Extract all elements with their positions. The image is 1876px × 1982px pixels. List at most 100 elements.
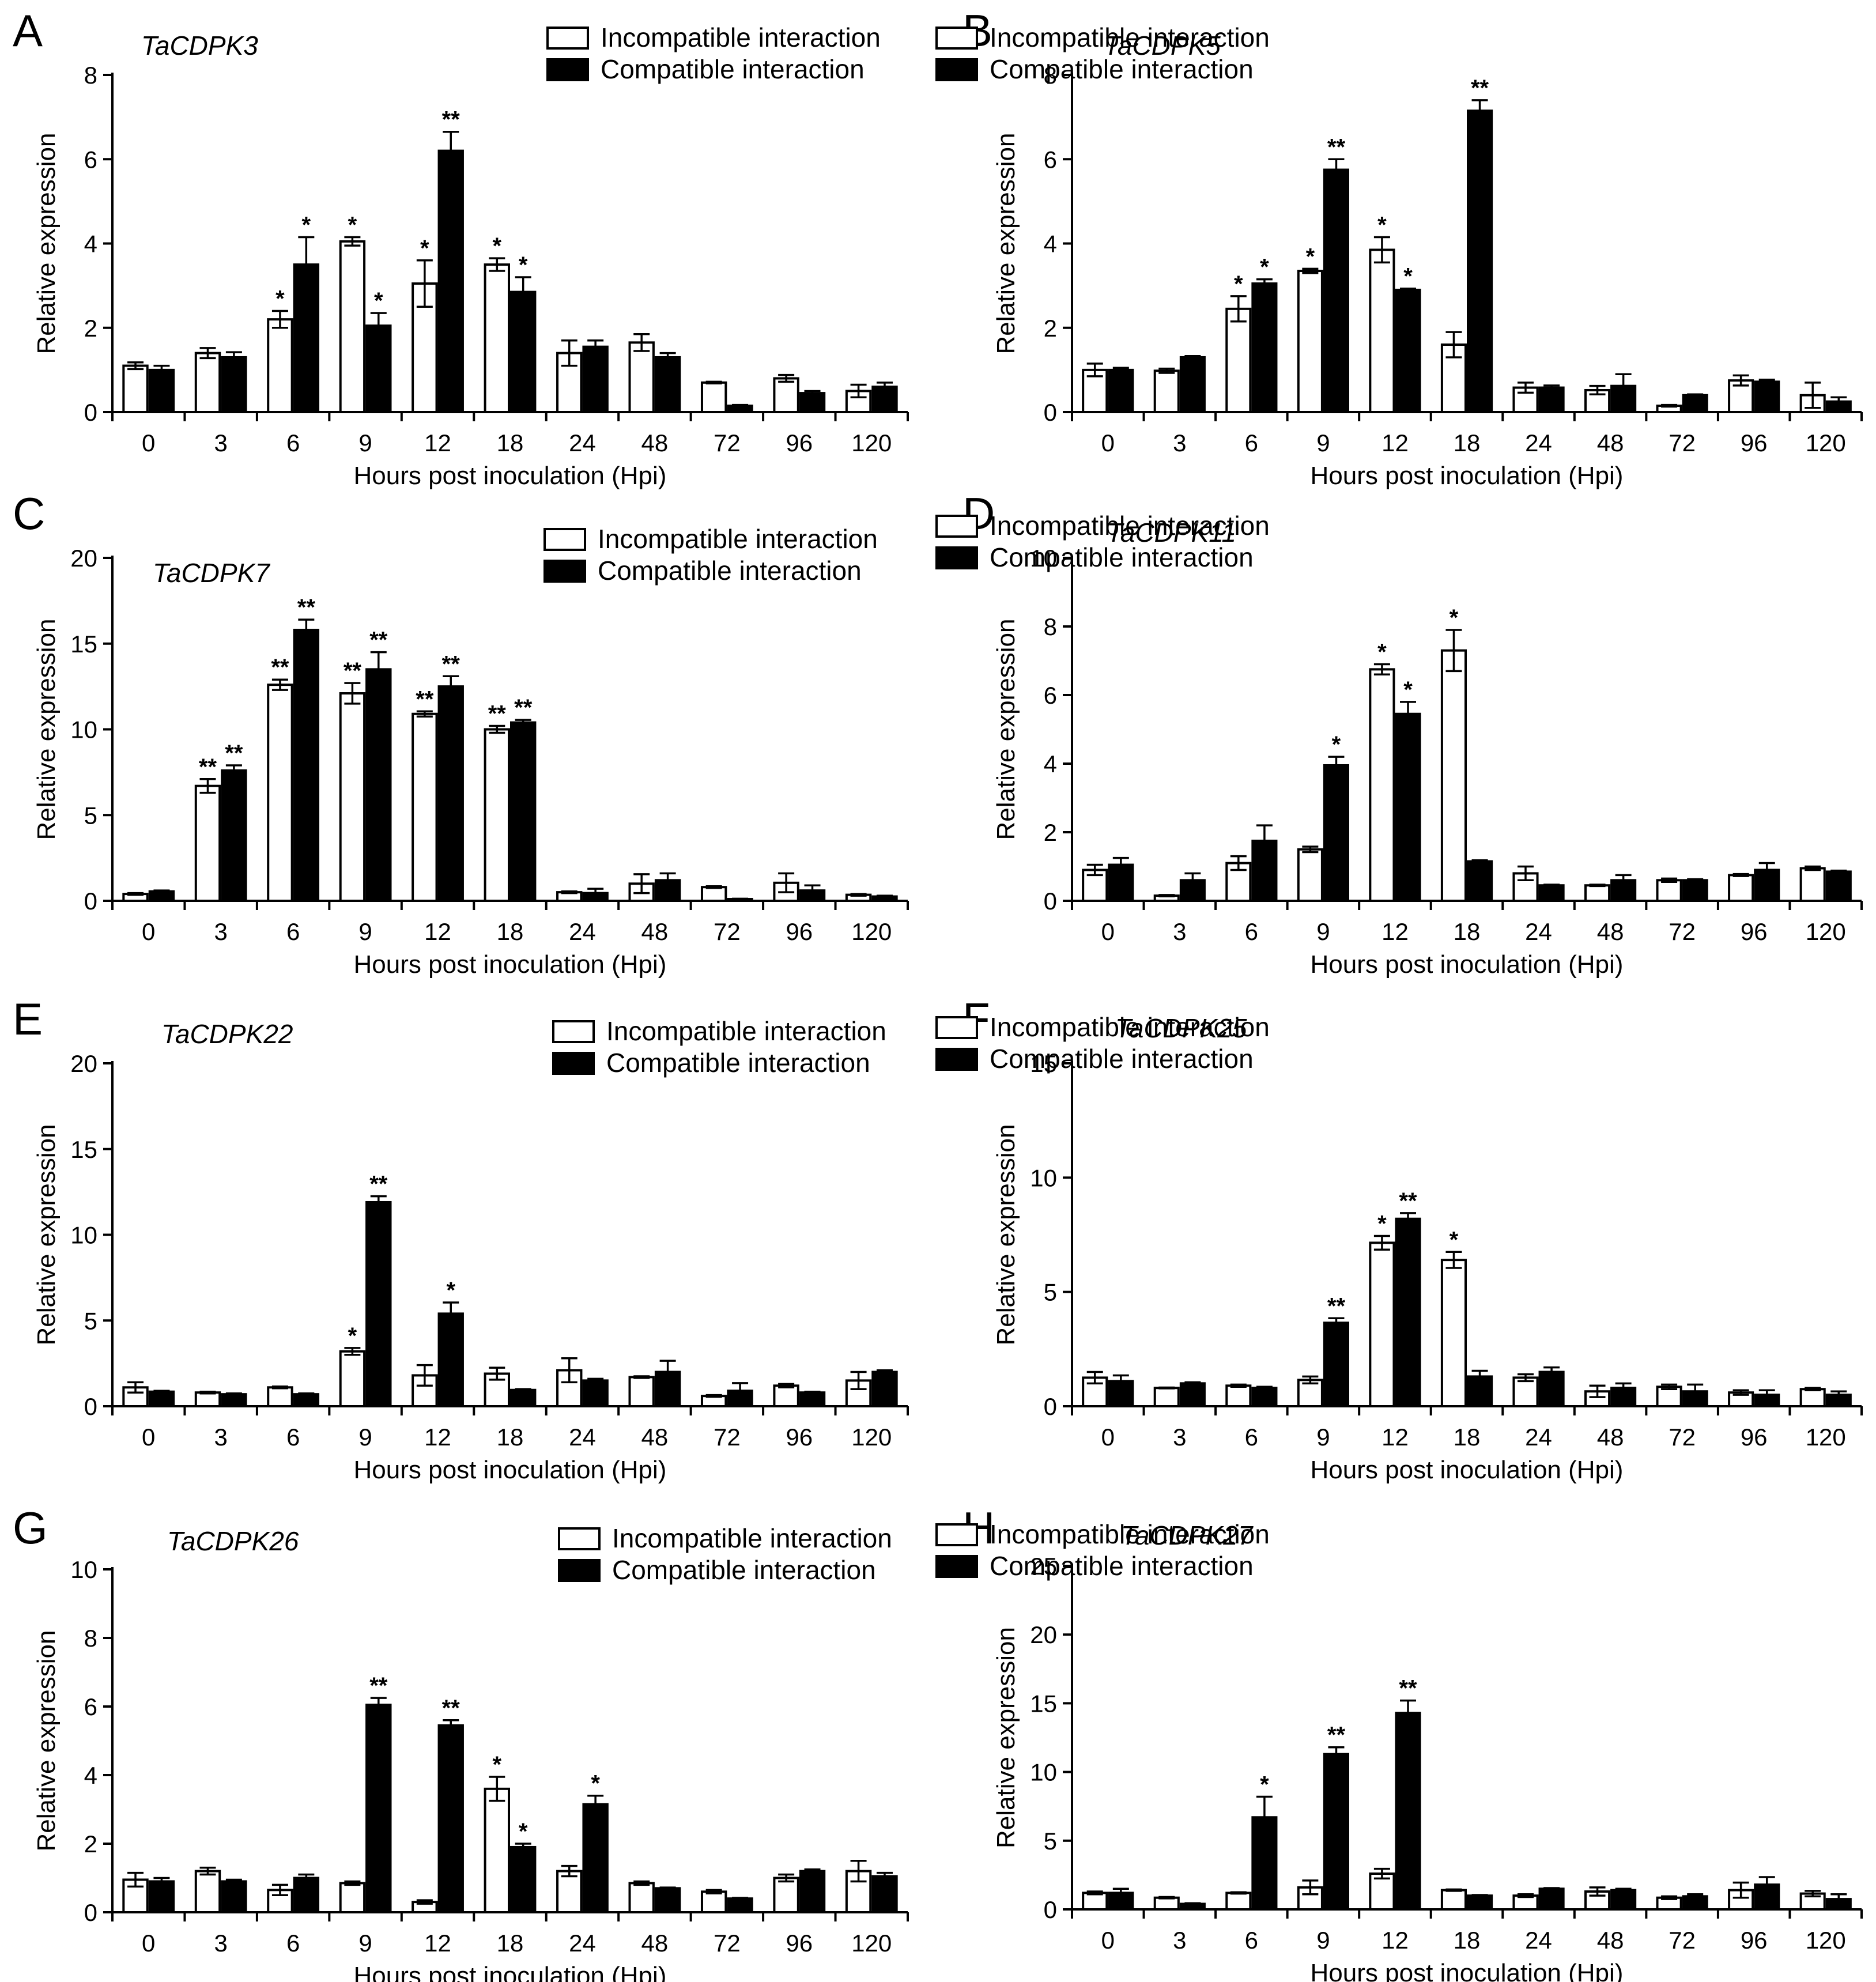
bar-incompatible <box>1728 874 1754 902</box>
x-tick-label: 0 <box>142 1424 155 1451</box>
legend-label-compatible: Compatible interaction <box>598 556 862 586</box>
x-tick-label: 96 <box>786 918 813 945</box>
x-tick-label: 6 <box>1245 918 1258 945</box>
significance-mark: * <box>493 1752 502 1777</box>
x-axis-label: Hours post inoculation (Hpi) <box>1311 1456 1624 1484</box>
significance-mark: * <box>1306 244 1315 269</box>
legend-label-compatible: Compatible interaction <box>601 54 865 84</box>
bar-compatible <box>1754 380 1780 413</box>
significance-mark: ** <box>442 651 460 677</box>
bar-incompatible <box>1440 1889 1467 1911</box>
y-tick-label: 15 <box>1030 1050 1057 1077</box>
bar-incompatible <box>267 1386 293 1407</box>
x-tick-label: 12 <box>424 1930 451 1957</box>
x-tick-label: 0 <box>1101 918 1115 945</box>
y-tick-label: 10 <box>70 716 97 743</box>
bar-compatible <box>1323 764 1350 902</box>
x-tick-label: 24 <box>1525 918 1552 945</box>
significance-mark: ** <box>514 695 533 720</box>
bar-incompatible <box>1584 884 1611 902</box>
y-tick-label: 5 <box>84 802 97 829</box>
bar-incompatible <box>1153 1896 1180 1911</box>
bar-incompatible <box>122 364 149 413</box>
bar-compatible <box>582 345 609 413</box>
bar-compatible <box>1108 368 1134 413</box>
y-tick-label: 6 <box>84 146 97 173</box>
bar-compatible <box>365 1200 392 1408</box>
y-tick-label: 8 <box>84 1625 97 1652</box>
panel-title: TaCDPK11 <box>1107 518 1236 548</box>
y-tick-label: 5 <box>1044 1828 1057 1855</box>
legend-swatch-incompatible <box>935 1523 978 1546</box>
x-tick-label: 6 <box>1245 1927 1258 1954</box>
y-tick-label: 0 <box>1044 1896 1057 1923</box>
y-tick-label: 20 <box>1030 1621 1057 1648</box>
x-tick-label: 18 <box>497 429 524 456</box>
x-axis-label: Hours post inoculation (Hpi) <box>1311 950 1624 979</box>
x-tick-label: 72 <box>1669 1424 1696 1451</box>
bar-incompatible <box>1584 1390 1611 1407</box>
significance-mark: * <box>348 213 357 238</box>
panel-title: TaCDPK27 <box>1121 1520 1254 1550</box>
bar-incompatible <box>1369 1241 1395 1407</box>
x-tick-label: 48 <box>641 429 669 456</box>
panel-letter: A <box>13 5 43 56</box>
x-tick-label: 120 <box>1806 918 1846 945</box>
bar-compatible <box>1323 1322 1350 1407</box>
bar-compatible <box>1610 1889 1637 1911</box>
x-tick-label: 18 <box>497 1930 524 1957</box>
x-tick-label: 18 <box>1454 918 1481 945</box>
bar-compatible <box>1467 1894 1493 1911</box>
bar-compatible <box>1467 860 1493 902</box>
bar-compatible <box>510 290 537 413</box>
x-tick-label: 72 <box>1669 918 1696 945</box>
y-tick-label: 0 <box>84 399 97 426</box>
x-tick-label: 3 <box>214 429 228 456</box>
y-tick-label: 10 <box>70 1222 97 1249</box>
x-tick-label: 96 <box>1741 918 1768 945</box>
significance-mark: * <box>348 1323 357 1349</box>
bar-compatible <box>510 1845 537 1913</box>
y-tick-label: 20 <box>70 1050 97 1077</box>
significance-mark: * <box>302 213 311 238</box>
bar-compatible <box>582 1803 609 1913</box>
significance-mark: * <box>275 286 285 312</box>
bar-compatible <box>654 356 681 413</box>
significance-mark: ** <box>1327 1293 1346 1319</box>
x-tick-label: 24 <box>569 918 596 945</box>
significance-mark: ** <box>442 107 460 133</box>
bar-compatible <box>365 1704 392 1913</box>
x-tick-label: 0 <box>142 918 155 945</box>
x-tick-label: 12 <box>1381 918 1409 945</box>
bar-incompatible <box>339 240 366 413</box>
bar-compatible <box>799 1870 826 1914</box>
bar-compatible <box>1395 1712 1421 1911</box>
x-tick-label: 3 <box>1173 1424 1186 1451</box>
bar-compatible <box>1682 879 1708 903</box>
y-tick-label: 4 <box>84 231 97 258</box>
bar-incompatible <box>1225 1892 1252 1911</box>
bar-incompatible <box>773 377 799 413</box>
significance-mark: ** <box>1327 134 1346 160</box>
bar-compatible <box>148 368 175 413</box>
panel-letter: C <box>13 488 45 539</box>
significance-mark: ** <box>369 1673 388 1698</box>
bar-compatible <box>365 324 392 413</box>
bar-incompatible <box>1656 879 1682 903</box>
legend-swatch-incompatible <box>935 515 978 538</box>
y-tick-label: 6 <box>1044 682 1057 709</box>
bar-compatible <box>221 1880 247 1913</box>
x-tick-label: 6 <box>286 1930 300 1957</box>
legend-swatch-compatible <box>552 1052 595 1075</box>
bar-compatible <box>799 1391 826 1407</box>
legend-swatch-compatible <box>546 58 589 81</box>
significance-mark: ** <box>442 1696 460 1721</box>
bar-incompatible <box>773 1877 799 1913</box>
significance-mark: * <box>420 236 429 261</box>
x-tick-label: 3 <box>1173 918 1186 945</box>
panel-title: TaCDPK26 <box>167 1526 299 1556</box>
bar-incompatible <box>267 318 293 413</box>
y-tick-label: 4 <box>1044 750 1057 777</box>
